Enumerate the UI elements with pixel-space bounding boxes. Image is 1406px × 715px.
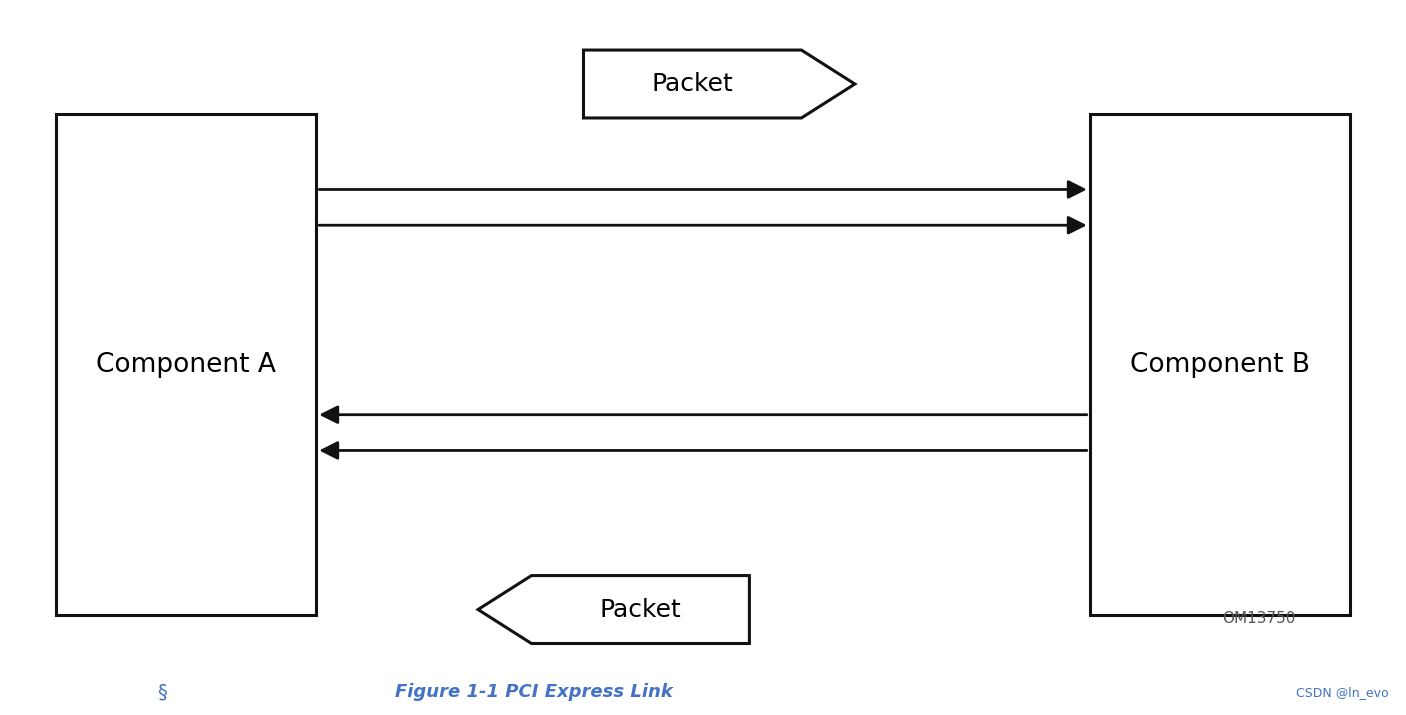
Text: Figure 1-1 PCI Express Link: Figure 1-1 PCI Express Link [395, 683, 673, 701]
Text: Component B: Component B [1129, 352, 1310, 378]
Text: OM13750: OM13750 [1222, 611, 1295, 626]
Bar [56, 114, 316, 615]
Polygon shape [478, 576, 749, 644]
Text: Packet: Packet [651, 72, 734, 96]
Text: Packet: Packet [599, 598, 682, 621]
Text: Component A: Component A [97, 352, 276, 378]
Polygon shape [583, 50, 855, 118]
Text: §: § [157, 683, 166, 701]
Text: CSDN @ln_evo: CSDN @ln_evo [1296, 686, 1389, 699]
Bar [1090, 114, 1350, 615]
